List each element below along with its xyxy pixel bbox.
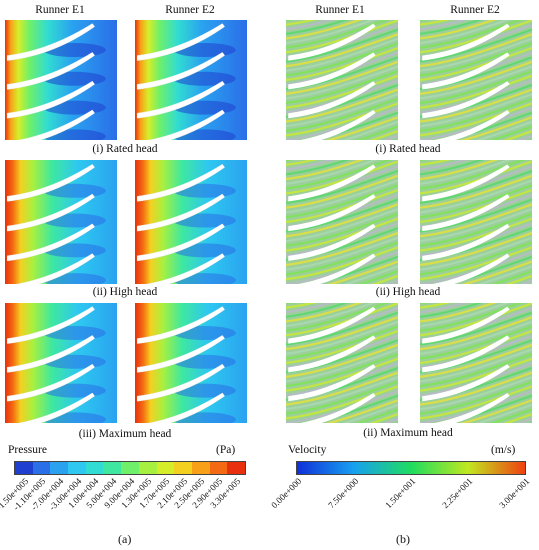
left-caption-max: (iii) Maximum head [78,428,172,440]
left-header-runner-e2: Runner E2 [165,4,215,16]
velocity-legend-unit: (m/s) [491,444,516,456]
pressure-legend-unit: (Pa) [216,444,236,456]
right-caption-rated: (i) Rated head [375,143,441,155]
left-caption-rated: (i) Rated head [92,143,158,155]
left-caption-high: (ii) High head [92,286,158,298]
pressure-colorbar-ticks: -1.50e+005 -1.10e+005 -7.00e+004 -3.00e+004… [0,476,246,526]
velocity-panel-e2-rated [420,20,532,140]
pressure-colorbar-swatch [227,462,245,474]
right-header-runner-e2: Runner E2 [450,4,500,16]
right-caption-max: (ii) Maximum head [363,427,453,439]
pressure-colorbar-swatch [156,462,175,474]
right-sublabel: (b) [396,532,410,546]
pressure-panel-e2-max [135,303,247,423]
pressure-colorbar-swatch [85,462,104,474]
pressure-colorbar-swatch [209,462,228,474]
pressure-colorbar-swatch [191,462,210,474]
pressure-panel-e1-high [5,160,117,284]
velocity-colorbar [296,461,526,475]
pressure-panel-e1-rated [5,20,117,140]
pressure-colorbar-swatch [138,462,157,474]
velocity-tick-label: 1.50e+001 [382,476,418,511]
pressure-colorbar-swatch [50,462,69,474]
velocity-panel-e2-max [420,303,532,423]
pressure-panel-e1-max [5,303,117,423]
left-sublabel: (a) [118,532,132,546]
pressure-colorbar-swatch [174,462,192,474]
pressure-colorbar-swatch [121,462,139,474]
velocity-tick-label: 3.00e+001 [496,476,532,511]
pressure-legend-title: Pressure [8,444,47,456]
pressure-colorbar-swatch [103,462,122,474]
pressure-colorbar [14,461,246,475]
velocity-tick-label: 2.25e+001 [439,476,475,511]
left-header-runner-e1: Runner E1 [35,4,85,16]
right-caption-high: (ii) High head [375,286,441,298]
pressure-colorbar-swatch [15,462,33,474]
velocity-panel-e1-high [286,160,398,284]
pressure-colorbar-swatch [68,462,86,474]
pressure-colorbar-swatch [32,462,51,474]
right-header-runner-e1: Runner E1 [315,4,365,16]
pressure-panel-e2-high [135,160,247,284]
velocity-panel-e1-rated [286,20,398,140]
velocity-panel-e1-max [286,303,398,423]
pressure-panel-e2-rated [135,20,247,140]
velocity-legend-title: Velocity [288,444,327,456]
velocity-tick-label: 0.00e+000 [268,476,304,511]
velocity-tick-label: 7.50e+000 [325,476,361,511]
velocity-colorbar-ticks: 0.00e+000 7.50e+000 1.50e+001 2.25e+001 3.00… [269,476,531,526]
velocity-panel-e2-high [420,160,532,284]
